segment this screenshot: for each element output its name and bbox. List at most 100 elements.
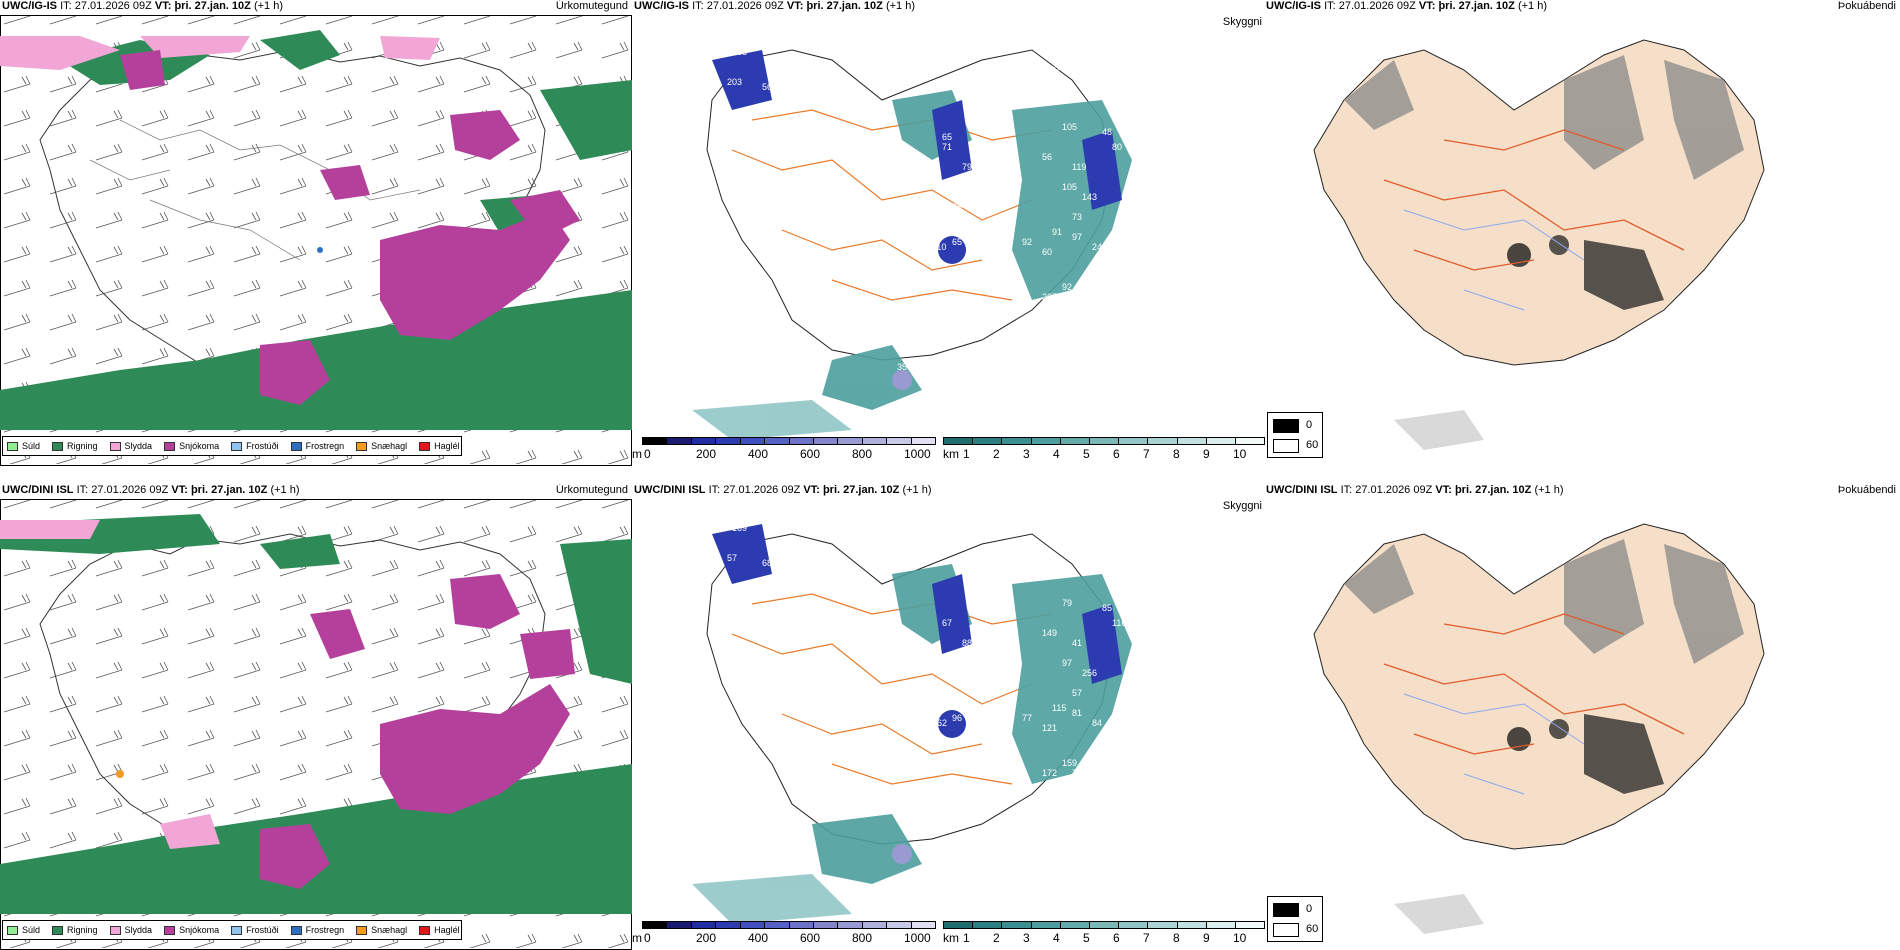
visibility-value-label: 287 — [1042, 292, 1057, 302]
visibility-value-label: 57 — [1072, 688, 1082, 698]
visibility-value-label: 256 — [1082, 668, 1097, 678]
visibility-value-label: 116 — [1112, 618, 1126, 628]
visibility-value-label: 121 — [1042, 723, 1057, 733]
colorbar-swatch — [1089, 922, 1120, 928]
colorbar-swatch — [643, 438, 668, 444]
colorbar-tick-label: 400 — [748, 931, 769, 945]
colorbar-swatch — [887, 438, 912, 444]
fog-legend-swatch — [1273, 419, 1299, 433]
colorbar-tick-label: 1 — [963, 447, 970, 461]
colorbar-tick-label: 800 — [852, 931, 873, 945]
visibility-value-label: 73 — [1072, 212, 1082, 222]
colorbar-swatch — [765, 922, 790, 928]
fog-indicator-map — [1313, 39, 1765, 450]
elevation-value-label: 68 — [762, 558, 772, 568]
visibility-value-label: 149 — [1042, 628, 1057, 638]
visibility-value-label: 28 — [1052, 62, 1062, 72]
elevation-value-label: 57 — [727, 553, 737, 563]
fog-legend-label: 0 — [1306, 903, 1313, 915]
elevation-value-label: 79 — [962, 162, 972, 172]
colorbar-tick-label: 5 — [1083, 447, 1090, 461]
legend-item: Haglél — [419, 925, 460, 935]
visibility-value-label: 88 — [1052, 788, 1062, 798]
colorbar-tick-label: 3 — [1023, 931, 1030, 945]
colorbar-swatch — [1089, 438, 1120, 444]
panel-header: UWC/IG-IS IT: 27.01.2026 09Z VT: þri. 27… — [634, 0, 915, 12]
elevation-value-label: 169 — [732, 523, 747, 533]
colorbar-swatch — [740, 438, 766, 444]
colorbar-tick-label: 8 — [1173, 447, 1180, 461]
colorbar-swatch — [1148, 922, 1178, 928]
elevation-value-label: 203 — [727, 77, 742, 87]
elevation-value-label: 64 — [952, 678, 962, 688]
elevation-value-label: 71 — [942, 142, 952, 152]
visibility-value-label: 92 — [1062, 282, 1072, 292]
colorbar-swatch — [838, 922, 863, 928]
low-visibility-areas — [692, 564, 1132, 924]
panel-header: UWC/IG-IS IT: 27.01.2026 09Z VT: þri. 27… — [1266, 0, 1547, 12]
legend-item: Frostúði — [231, 441, 279, 451]
precip-title: Úrkomutegund — [555, 484, 628, 496]
panel-header: UWC/DINI ISL IT: 27.01.2026 09Z VT: þri.… — [634, 484, 932, 496]
colorbar-swatch — [1002, 438, 1032, 444]
colorbar-swatch — [911, 438, 936, 444]
visibility-value-label: 79 — [1062, 598, 1072, 608]
colorbar-tick-label: 4 — [1053, 447, 1060, 461]
visibility-value-label: 143 — [1082, 192, 1097, 202]
elevation-value-label: 145 — [917, 372, 932, 382]
elevation-value-label: 87 — [972, 658, 982, 668]
colorbar-swatch — [1119, 922, 1149, 928]
visibility-value-label: 56 — [1042, 152, 1052, 162]
visibility-value-label: 96 — [1087, 277, 1097, 287]
colorbar-swatch — [944, 922, 974, 928]
colorbar-swatch — [1002, 922, 1032, 928]
visibility-title: Skyggni — [1222, 16, 1262, 28]
visibility-value-label: 41 — [1072, 638, 1082, 648]
low-visibility-areas — [692, 90, 1132, 440]
legend-item: Snjókoma — [164, 925, 219, 935]
colorbar-tick-label: 4 — [1053, 931, 1060, 945]
legend-item: Snæhagl — [356, 925, 407, 935]
colorbar-swatch — [1148, 438, 1178, 444]
colorbar-tick-label: 10 — [1233, 447, 1247, 461]
colorbar-swatch — [1060, 438, 1090, 444]
visibility-value-label: 115 — [1052, 703, 1066, 713]
fog-legend-label: 0 — [1306, 419, 1313, 431]
fog-shading — [1344, 539, 1744, 934]
elevation-value-label: 129 — [862, 232, 877, 242]
colorbar-tick-label: 6 — [1113, 931, 1120, 945]
fog-legend-swatch — [1273, 439, 1299, 453]
elevation-value-label: 110 — [932, 242, 946, 252]
colorbar-tick-label: 600 — [800, 447, 821, 461]
visibility-value-label: 172 — [1042, 768, 1057, 778]
fog-title: Þokuábendi — [1837, 0, 1896, 12]
elevation-colorbar: m 0 200 400 600 800 1000 — [632, 437, 937, 461]
legend-item: Haglél — [419, 441, 460, 451]
colorbar-swatch — [716, 438, 741, 444]
colorbar-tick-label: 600 — [800, 931, 821, 945]
precip-type-map — [0, 500, 632, 948]
fog-panel-row1: UWC/IG-IS IT: 27.01.2026 09Z VT: þri. 27… — [1264, 0, 1900, 466]
colorbar-tick-label: 9 — [1203, 447, 1210, 461]
precip-panel-row2: UWC/DINI ISL IT: 27.01.2026 09Z VT: þri.… — [0, 484, 632, 950]
colorbar-swatch — [1177, 438, 1207, 444]
visibility-value-label: 84 — [1092, 718, 1102, 728]
colorbar-swatch — [1206, 438, 1236, 444]
colorbar-swatch — [1031, 438, 1061, 444]
colorbar-tick-label: 800 — [852, 447, 873, 461]
colorbar-swatch — [813, 922, 839, 928]
colorbar-tick-label: 1000 — [904, 447, 931, 461]
visibility-value-label: 119 — [1072, 162, 1086, 172]
visibility-value-label: 60 — [1042, 247, 1052, 257]
colorbar-swatch — [765, 438, 790, 444]
panel-header: UWC/DINI ISL IT: 27.01.2026 09Z VT: þri.… — [1266, 484, 1564, 496]
visibility-value-label: 282 — [1052, 538, 1067, 548]
colorbar-swatch — [789, 438, 814, 444]
colorbar-swatch — [1206, 922, 1236, 928]
elevation-value-label: 359 — [897, 362, 912, 372]
visibility-value-label: 97 — [1062, 658, 1072, 668]
elevation-colorbar-swatches — [642, 437, 936, 445]
colorbar-swatch — [813, 438, 839, 444]
colorbar-tick-label: 1 — [963, 931, 970, 945]
colorbar-tick-label: 9 — [1203, 931, 1210, 945]
